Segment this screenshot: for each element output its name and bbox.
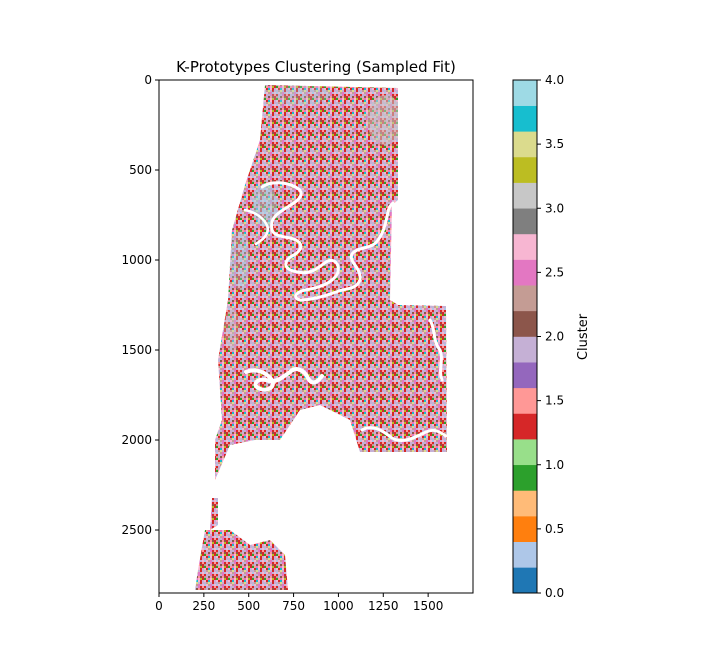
colorbar-tick-label-3: 1.5 (545, 394, 564, 408)
colorbar-swatch-11 (513, 285, 537, 312)
colorbar-swatch-10 (513, 310, 537, 337)
tint-spot-4 (270, 85, 330, 105)
colorbar-swatches (513, 80, 537, 594)
y-tick-label-0: 0 (144, 73, 152, 87)
colorbar-swatch-8 (513, 362, 537, 389)
colorbar-label: Cluster (576, 313, 591, 360)
x-tick-label-2: 500 (237, 599, 260, 613)
colorbar-swatch-4 (513, 464, 537, 491)
tint-spot-3 (224, 308, 240, 352)
x-tick-label-3: 750 (282, 599, 305, 613)
colorbar-tick-label-4: 2.0 (545, 330, 564, 344)
colorbar-swatch-17 (513, 131, 537, 158)
coast-inlet (244, 367, 324, 392)
colorbar-tick-label-0: 0.0 (545, 586, 564, 600)
tint-spot-0 (367, 95, 403, 145)
y-tick-label-2: 1000 (121, 253, 152, 267)
colorbar-ticks: 0.0 0.5 1.0 1.5 2.0 2.5 3.0 3.5 4.0 (537, 73, 564, 600)
colorbar-tick-label-5: 2.5 (545, 265, 564, 279)
colorbar-swatch-6 (513, 413, 537, 440)
colorbar-tick-label-6: 3.0 (545, 201, 564, 215)
river-main (260, 181, 395, 302)
colorbar-swatch-15 (513, 182, 537, 209)
colorbar-swatch-13 (513, 233, 537, 260)
colorbar-swatch-12 (513, 259, 537, 286)
axes-frame (158, 79, 474, 594)
y-tick-label-3: 1500 (121, 343, 152, 357)
colorbar-swatch-14 (513, 208, 537, 235)
cluster-highlights (224, 85, 403, 352)
colorbar-swatch-7 (513, 387, 537, 414)
y-tick-label-5: 2500 (121, 523, 152, 537)
east-edge-gap (428, 318, 444, 382)
lower-gap (360, 426, 448, 442)
chart-title: K-Prototypes Clustering (Sampled Fit) (176, 58, 456, 76)
tint-spot-2 (230, 230, 250, 290)
y-tick-label-4: 2000 (121, 433, 152, 447)
colorbar-swatch-16 (513, 156, 537, 183)
x-tick-label-5: 1250 (368, 599, 399, 613)
x-tick-label-6: 1500 (413, 599, 444, 613)
x-tick-label-0: 0 (155, 599, 163, 613)
colorbar-swatch-19 (513, 80, 537, 106)
colorbar-tick-label-8: 4.0 (545, 73, 564, 87)
colorbar-swatch-5 (513, 439, 537, 466)
colorbar-tick-label-7: 3.5 (545, 137, 564, 151)
colorbar-swatch-1 (513, 541, 537, 568)
x-tick-label-4: 1000 (323, 599, 354, 613)
y-tick-label-1: 500 (129, 163, 152, 177)
colorbar-tick-label-1: 0.5 (545, 522, 564, 536)
river-branch (243, 208, 270, 246)
colorbar-swatch-0 (513, 567, 537, 594)
colorbar-swatch-2 (513, 516, 537, 542)
colorbar-swatch-18 (513, 105, 537, 132)
y-axis: 0 500 1000 1500 2000 2500 (121, 73, 159, 537)
colorbar: 0.0 0.5 1.0 1.5 2.0 2.5 3.0 3.5 4.0 Cluster (512, 73, 591, 600)
plot-area: 0 250 500 750 1000 1250 1500 0 500 1000 1500 2000 2… (121, 73, 474, 613)
x-tick-label-1: 250 (192, 599, 215, 613)
colorbar-tick-label-2: 1.0 (545, 458, 564, 472)
colorbar-swatch-3 (513, 490, 537, 517)
river-gaps (243, 181, 448, 442)
colorbar-swatch-9 (513, 336, 537, 363)
x-axis: 0 250 500 750 1000 1250 1500 (155, 593, 443, 613)
